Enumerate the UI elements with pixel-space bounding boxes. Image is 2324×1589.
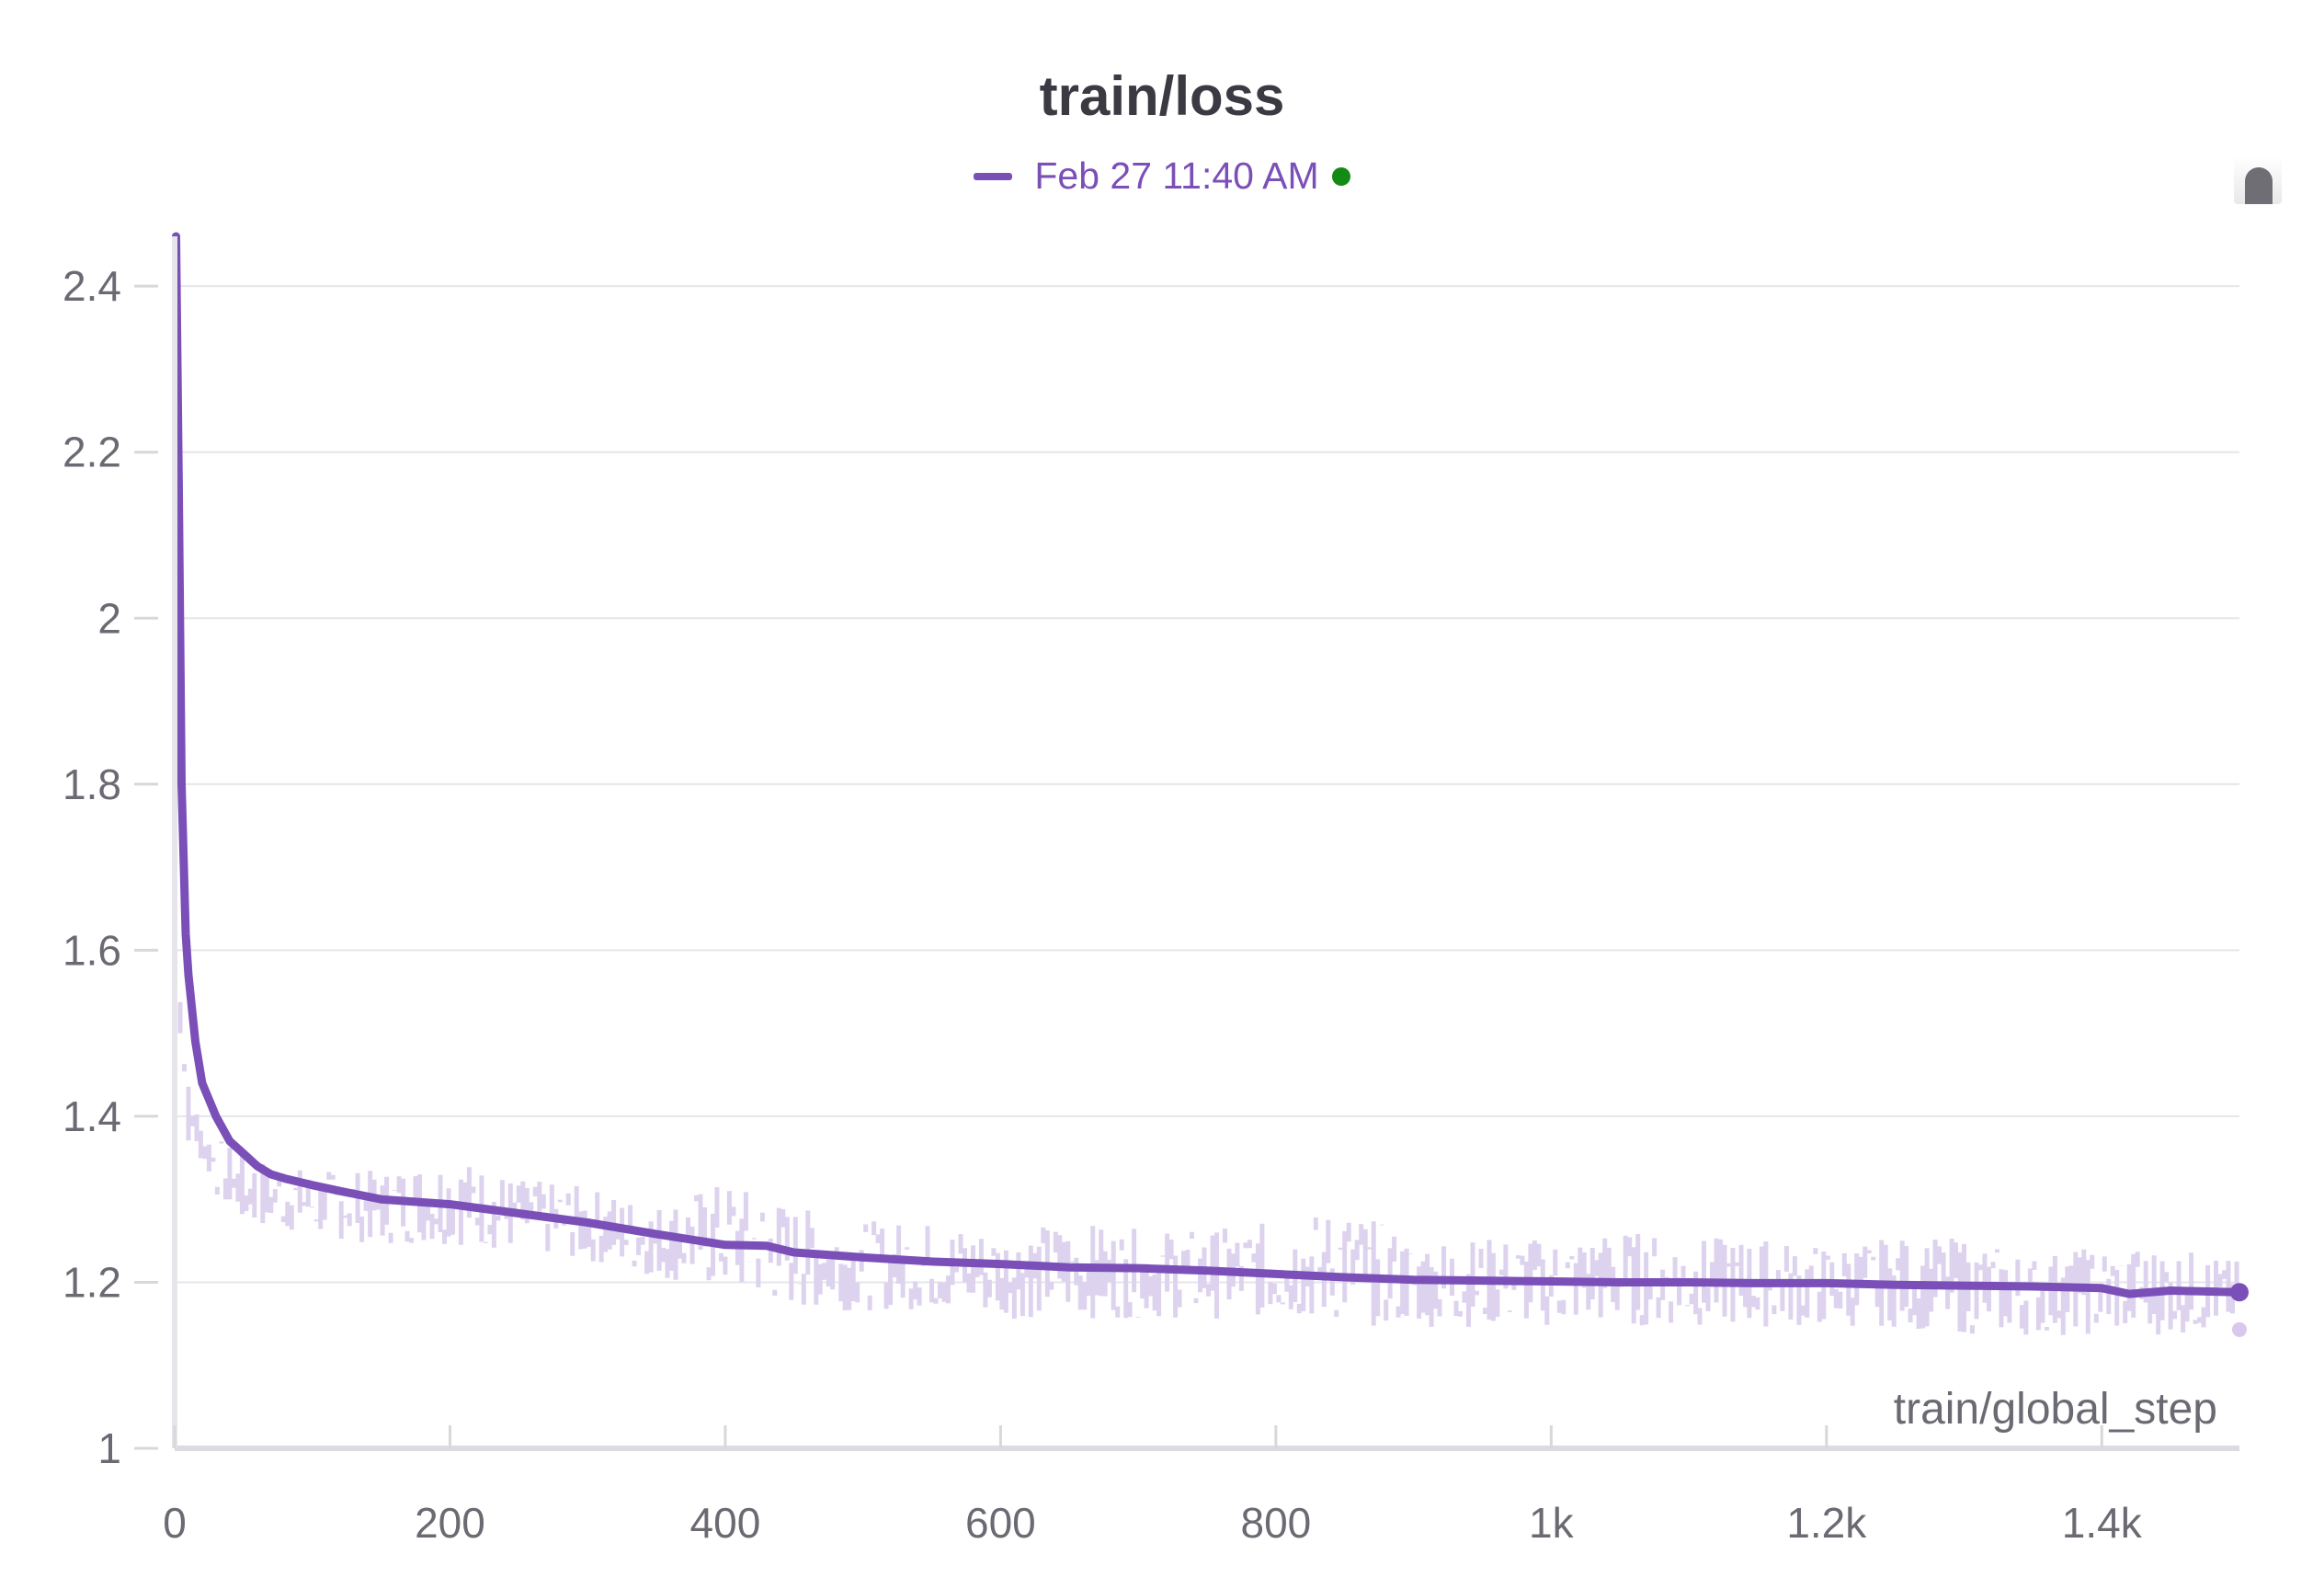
y-tick-label: 1.2	[63, 1258, 121, 1306]
y-tick-label: 2.4	[63, 262, 121, 310]
x-tick-label: 0	[163, 1499, 187, 1547]
smoothed-series	[172, 232, 2249, 1302]
x-tick-label: 1.2k	[1786, 1499, 1867, 1547]
y-tick-label: 1.8	[63, 760, 121, 808]
run-status-dot	[1331, 166, 1350, 186]
x-tick-label: 1k	[1529, 1499, 1575, 1547]
x-tick-label: 400	[690, 1499, 761, 1547]
raw-loss-line	[174, 627, 2239, 1335]
legend-swatch	[974, 172, 1013, 180]
y-tick-label: 1.4	[63, 1092, 121, 1140]
y-tick-label: 2	[97, 594, 121, 642]
y-tick-label: 1.6	[63, 926, 121, 974]
y-tick-label: 2.2	[63, 429, 121, 476]
x-tick-label: 200	[415, 1499, 485, 1547]
x-tick-label: 1.4k	[2062, 1499, 2143, 1547]
x-axis-title: train/global_step	[1894, 1385, 2217, 1434]
smoothed-loss-line	[172, 232, 2244, 1298]
legend-series-label[interactable]: Feb 27 11:40 AM	[1034, 154, 1319, 197]
raw-series	[174, 627, 2247, 1337]
x-tick-label: 800	[1240, 1499, 1311, 1547]
chart-title: train/loss	[1039, 65, 1285, 127]
tick-labels: 1 1.2 1.4 1.6 1.8 2 2.2 2.4 0 200 400 600 800 1k 1.2k 1…	[63, 262, 2217, 1547]
x-tick-label: 600	[965, 1499, 1036, 1547]
y-tick-label: 1	[97, 1424, 121, 1472]
raw-last-point	[2232, 1321, 2247, 1337]
panel-corner-handle-icon[interactable]	[2234, 156, 2282, 204]
axes	[134, 236, 2239, 1451]
smoothed-last-point	[2230, 1283, 2249, 1302]
gridlines	[175, 285, 2239, 1284]
legend: Feb 27 11:40 AM	[0, 154, 2324, 198]
